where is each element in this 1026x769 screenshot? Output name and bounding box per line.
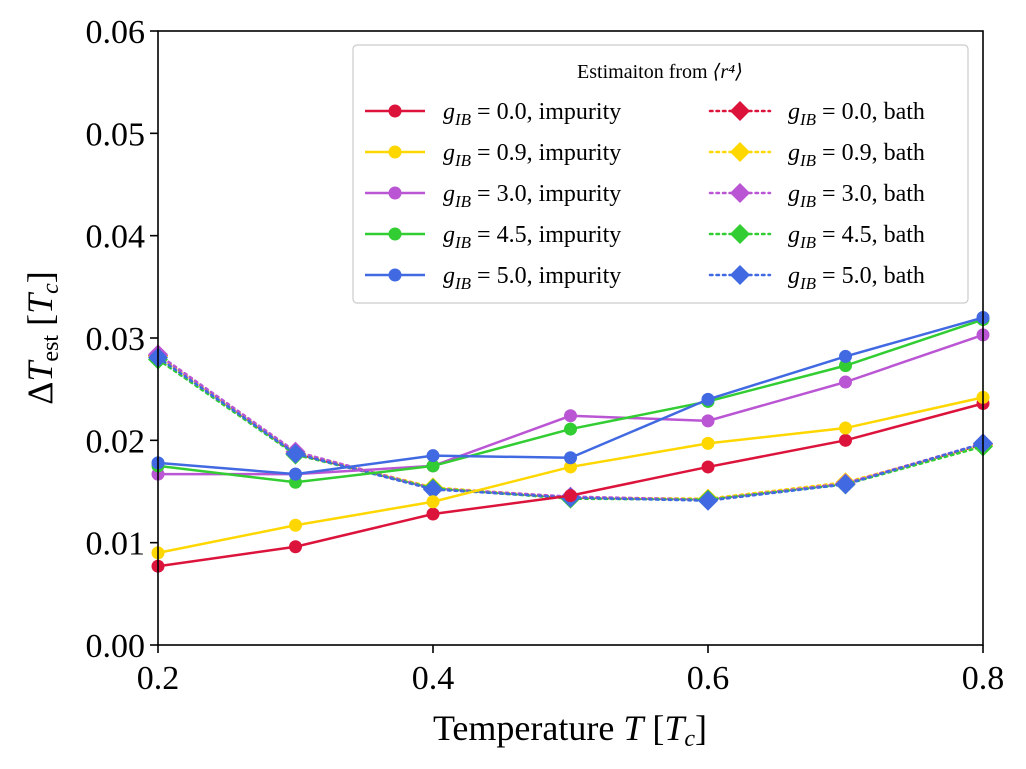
legend-label: gIB = 0.0, impurity bbox=[443, 99, 621, 129]
y-tick-label: 0.03 bbox=[86, 321, 146, 358]
data-point bbox=[289, 467, 302, 481]
data-point bbox=[839, 433, 852, 447]
data-point bbox=[289, 518, 302, 532]
data-point bbox=[564, 489, 577, 503]
data-point bbox=[835, 474, 856, 495]
series-impurity-g0_9 bbox=[151, 390, 990, 560]
data-point bbox=[839, 349, 852, 363]
x-tick-label: 0.4 bbox=[412, 660, 455, 697]
series-layer bbox=[148, 311, 993, 573]
series-line bbox=[157, 316, 984, 476]
x-tick-label: 0.8 bbox=[962, 660, 1005, 697]
legend-box bbox=[352, 44, 969, 304]
data-point bbox=[388, 104, 402, 118]
legend-label: gIB = 0.9, impurity bbox=[443, 140, 621, 170]
legend-label: gIB = 0.0, bath bbox=[788, 99, 925, 129]
data-point bbox=[564, 451, 577, 465]
data-point bbox=[701, 460, 715, 474]
y-tick-label: 0.02 bbox=[86, 423, 146, 460]
data-point bbox=[564, 422, 577, 436]
legend-entry: gIB = 3.0, impurity bbox=[365, 181, 621, 211]
data-point bbox=[285, 443, 306, 464]
data-point bbox=[730, 224, 750, 244]
legend-entry: gIB = 0.9, impurity bbox=[365, 140, 621, 170]
x-tick-label: 0.2 bbox=[137, 660, 180, 697]
legend-entry: gIB = 5.0, impurity bbox=[365, 263, 621, 293]
legend: Estimaiton from ⟨r⁴⟩ gIB = 0.0, impurity… bbox=[352, 44, 969, 304]
data-point bbox=[839, 359, 852, 373]
y-tick-label: 0.01 bbox=[86, 526, 146, 563]
data-point bbox=[564, 409, 577, 423]
ticks-layer: 0.2 0.4 0.6 0.8 0.00 0.01 0.02 0.03 0.04 0.05 0.06 bbox=[86, 14, 1005, 697]
legend-label: gIB = 5.0, impurity bbox=[443, 263, 621, 293]
legend-label: gIB = 3.0, impurity bbox=[443, 181, 621, 211]
x-axis-label: Temperature T [Tc] bbox=[433, 708, 707, 752]
y-tick-label: 0.04 bbox=[86, 219, 146, 256]
legend-entry: gIB = 5.0, bath bbox=[708, 263, 925, 293]
series-impurity-g5_0 bbox=[151, 311, 990, 481]
data-point bbox=[701, 436, 715, 450]
legend-entry: gIB = 0.0, bath bbox=[708, 99, 925, 129]
legend-entry: gIB = 4.5, impurity bbox=[365, 222, 621, 252]
data-point bbox=[698, 490, 718, 511]
data-point bbox=[701, 392, 715, 406]
data-point bbox=[730, 183, 750, 203]
legend-entry: gIB = 0.9, bath bbox=[708, 140, 925, 170]
legend-label: gIB = 5.0, bath bbox=[788, 263, 925, 293]
y-axis-label: ΔTest [Tc] bbox=[20, 271, 64, 405]
y-tick-label: 0.00 bbox=[86, 628, 146, 665]
legend-title: Estimaiton from ⟨r⁴⟩ bbox=[577, 61, 743, 83]
data-point bbox=[730, 101, 750, 121]
legend-label: gIB = 0.9, bath bbox=[788, 140, 925, 170]
legend-label: gIB = 4.5, impurity bbox=[443, 222, 621, 252]
legend-entry: gIB = 3.0, bath bbox=[708, 181, 925, 211]
data-point bbox=[388, 268, 402, 282]
legend-entry: gIB = 0.0, impurity bbox=[365, 99, 621, 129]
y-tick-label: 0.05 bbox=[86, 116, 146, 153]
data-point bbox=[289, 540, 302, 554]
data-point bbox=[426, 449, 440, 463]
data-point bbox=[388, 145, 402, 159]
data-point bbox=[701, 414, 715, 428]
data-point bbox=[388, 186, 402, 200]
x-tick-label: 0.6 bbox=[687, 660, 730, 697]
data-point bbox=[388, 227, 402, 241]
data-point bbox=[839, 375, 852, 389]
data-point bbox=[423, 479, 443, 500]
legend-label: gIB = 4.5, bath bbox=[788, 222, 925, 252]
data-point bbox=[839, 421, 852, 435]
y-tick-label: 0.06 bbox=[86, 14, 146, 51]
legend-label: gIB = 3.0, bath bbox=[788, 181, 925, 211]
data-point bbox=[426, 459, 440, 473]
data-point bbox=[730, 142, 750, 162]
legend-entry: gIB = 4.5, bath bbox=[708, 222, 925, 252]
data-point bbox=[426, 507, 440, 521]
data-point bbox=[564, 460, 577, 474]
legend-entries: gIB = 0.0, impurity gIB = 0.9, impurity gI… bbox=[365, 99, 925, 293]
data-point bbox=[730, 265, 750, 285]
data-point bbox=[426, 495, 440, 509]
